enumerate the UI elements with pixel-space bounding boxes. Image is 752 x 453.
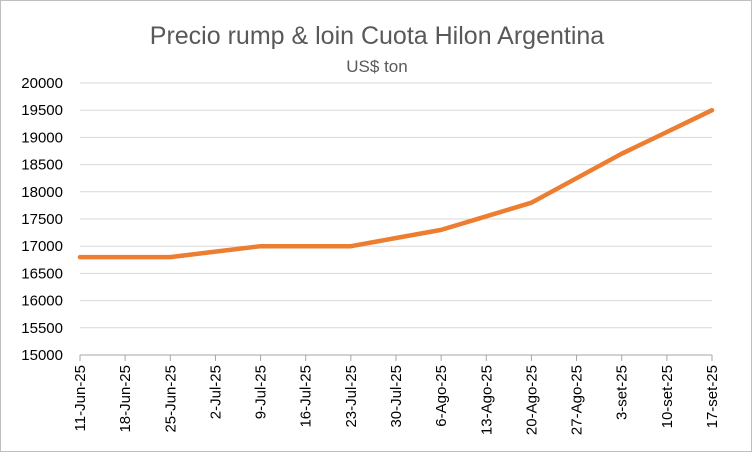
y-tick-label: 16000	[21, 293, 63, 310]
y-tick-label: 16500	[21, 265, 63, 282]
y-tick-label: 19500	[21, 102, 63, 119]
y-tick-label: 15500	[21, 320, 63, 337]
x-tick-label: 27-Ago-25	[569, 365, 586, 435]
y-tick-label: 20000	[21, 75, 63, 92]
x-tick-label: 3-set-25	[614, 365, 631, 420]
y-tick-label: 19000	[21, 129, 63, 146]
x-tick-label: 25-Jun-25	[162, 365, 179, 433]
x-tick-label: 11-Jun-25	[72, 365, 89, 431]
x-axis-tick-labels: 11-Jun-25 18-Jun-25 25-Jun-25 2-Jul-25 9-Jul…	[72, 365, 721, 435]
y-tick-label: 17000	[21, 238, 63, 255]
x-tick-label: 30-Jul-25	[388, 365, 405, 428]
x-tick-label: 17-set-25	[704, 365, 721, 428]
x-tick-label: 6-Ago-25	[433, 365, 450, 427]
series-layer	[80, 110, 712, 257]
x-axis	[80, 355, 712, 361]
x-tick-label: 16-Jul-25	[298, 365, 315, 428]
series-line	[80, 110, 712, 257]
y-tick-label: 17500	[21, 211, 63, 228]
x-tick-label: 10-set-25	[659, 365, 676, 428]
x-tick-label: 18-Jun-25	[117, 365, 134, 433]
y-tick-label: 18000	[21, 184, 63, 201]
chart-subtitle: US$ ton	[346, 57, 407, 76]
chart-title: Precio rump & loin Cuota Hilon Argentina	[150, 22, 605, 50]
x-tick-label: 13-Ago-25	[478, 365, 495, 435]
x-tick-label: 9-Jul-25	[253, 365, 270, 419]
y-tick-label: 18500	[21, 157, 63, 174]
x-tick-label: 20-Ago-25	[523, 365, 540, 435]
y-axis-tick-labels: 15000 15500 16000 16500 17000 17500 18000 18500…	[21, 75, 63, 364]
y-tick-label: 15000	[21, 347, 63, 364]
x-tick-label: 2-Jul-25	[207, 365, 224, 419]
x-tick-label: 23-Jul-25	[343, 365, 360, 428]
gridlines	[80, 83, 712, 328]
